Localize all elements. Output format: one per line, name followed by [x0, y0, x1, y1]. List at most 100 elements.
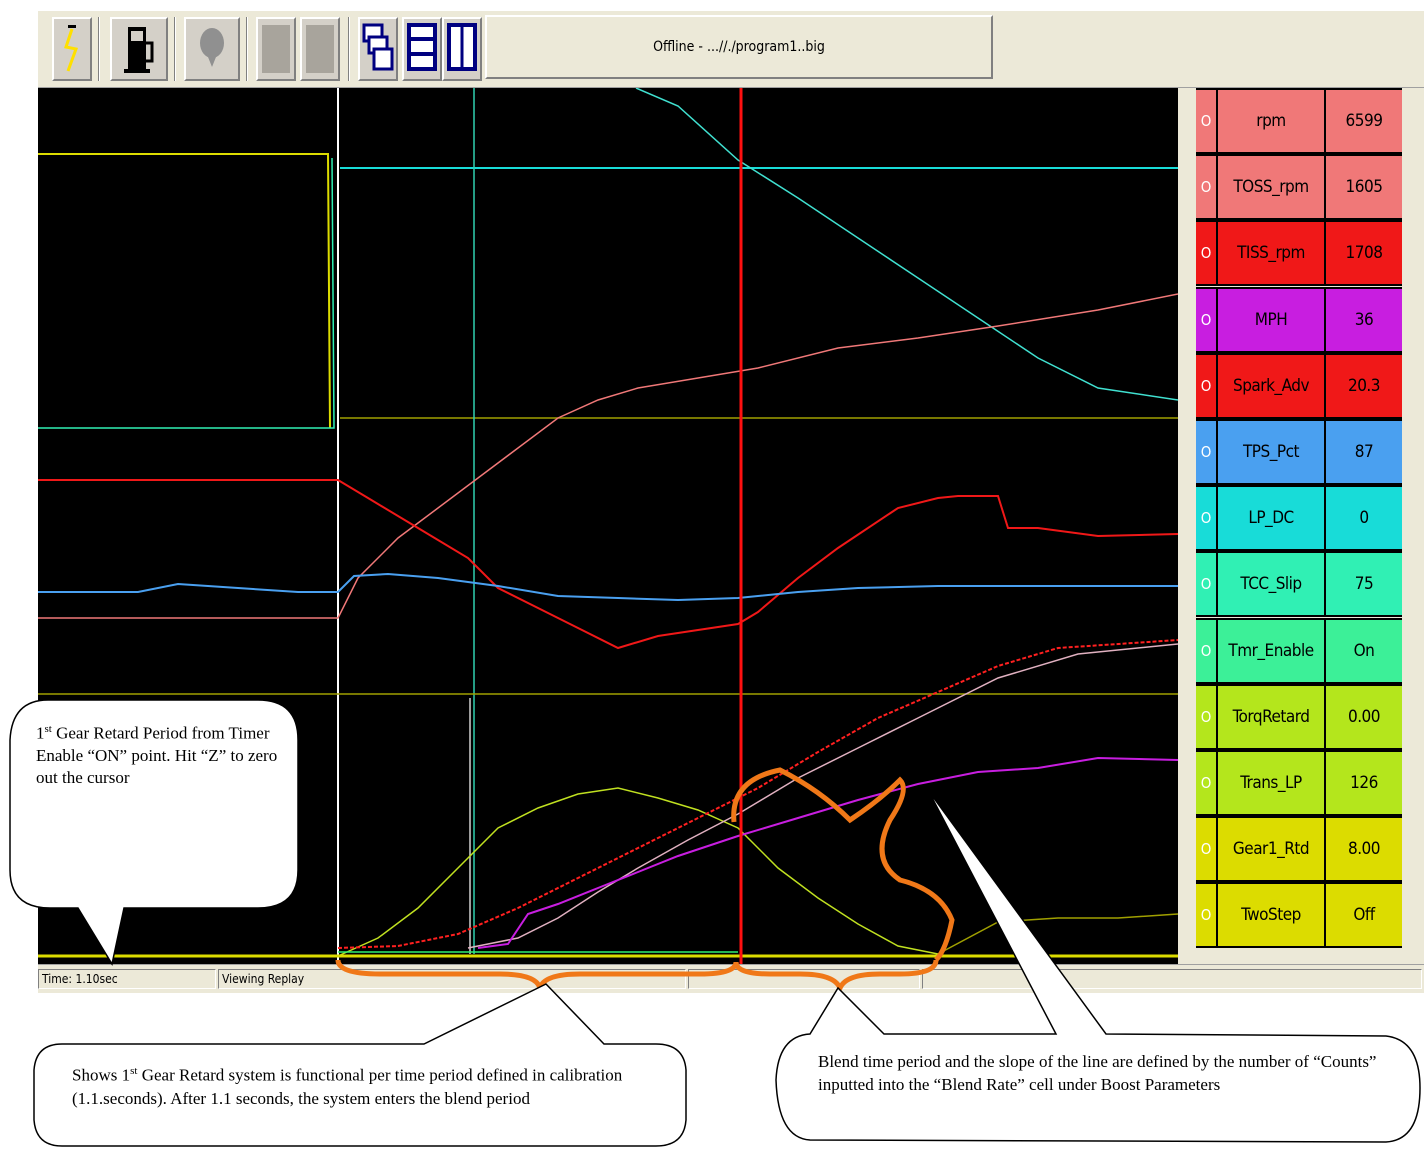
gauge-value: 1605 — [1345, 177, 1383, 198]
gauge-row[interactable]: O MPH 36 — [1196, 286, 1402, 353]
gauge-name: TorqRetard — [1218, 685, 1326, 748]
toolbar-separator — [98, 17, 100, 81]
status-bar: Time: 1.10sec Viewing Replay — [38, 964, 1424, 993]
tile-vertical-icon — [447, 23, 477, 71]
mode-readout: Viewing Replay — [218, 969, 686, 989]
gauge-row[interactable]: O TISS_rpm 1708 — [1196, 220, 1402, 287]
gauge-value: 6599 — [1345, 111, 1383, 131]
tile-vertical-button[interactable] — [442, 17, 482, 81]
gauge-enable-toggle[interactable]: O — [1196, 421, 1218, 483]
trace-gear1-rtd — [38, 153, 331, 429]
fuel-pump-button[interactable] — [110, 17, 168, 81]
trace-blend-line — [467, 643, 1178, 949]
blank-button-1[interactable] — [256, 17, 296, 81]
fuel-pump-icon — [124, 27, 154, 73]
brace-blend-period — [733, 959, 939, 995]
trace-rpm — [635, 88, 1178, 401]
gauge-row[interactable]: O TorqRetard 0.00 — [1196, 683, 1402, 750]
balloon-button[interactable] — [184, 17, 240, 81]
gauge-name: Trans_LP — [1218, 752, 1326, 814]
plot-canvas — [38, 88, 1178, 964]
gauge-enable-toggle[interactable]: O — [1196, 90, 1218, 152]
cascade-windows-button[interactable] — [358, 17, 398, 81]
trace-toss-rpm — [38, 293, 1178, 619]
lightning-button[interactable] — [52, 17, 92, 81]
lightning-icon — [64, 25, 79, 72]
gauge-enable-toggle[interactable]: O — [1196, 354, 1218, 417]
gauge-row[interactable]: O TwoStep Off — [1196, 882, 1402, 949]
gauge-name: Gear1_Rtd — [1218, 818, 1326, 881]
gauge-enable-toggle[interactable]: O — [1196, 156, 1218, 219]
gauge-value: Off — [1353, 905, 1375, 926]
gauge-value: 1708 — [1345, 243, 1383, 264]
trace-gear1-retard-curve — [337, 787, 939, 957]
gauge-name: MPH — [1218, 288, 1326, 351]
callout-text-retard: Shows 1st Gear Retard system is function… — [72, 1065, 623, 1108]
callout-text-blend: Blend time period and the slope of the l… — [818, 1052, 1377, 1094]
trace-tcc-slip-step — [38, 157, 335, 429]
trace-mph — [477, 756, 1178, 949]
gauge-name: LP_DC — [1218, 487, 1326, 550]
callout-bubble-blend — [775, 789, 1421, 1143]
gauge-enable-toggle[interactable]: O — [1196, 288, 1218, 351]
connection-status: Offline - ...//./program1..big — [485, 15, 993, 79]
gauge-value: 126 — [1350, 773, 1378, 793]
toolbar-separator — [348, 17, 350, 81]
gauge-value: 8.00 — [1347, 839, 1381, 860]
gauge-row[interactable]: O Trans_LP 126 — [1196, 750, 1402, 816]
gauge-enable-toggle[interactable]: O — [1196, 818, 1218, 881]
gauge-row[interactable]: O Spark_Adv 20.3 — [1196, 352, 1402, 419]
balloon-icon — [200, 28, 224, 67]
trace-spark-adv — [337, 639, 1178, 949]
trace-twostep — [937, 913, 1178, 955]
gauge-row[interactable]: O Gear1_Rtd 8.00 — [1196, 816, 1402, 883]
tile-horizontal-icon — [407, 23, 437, 71]
gauge-name: TISS_rpm — [1218, 222, 1326, 285]
gauge-name: Tmr_Enable — [1218, 619, 1326, 682]
tile-horizontal-button[interactable] — [402, 17, 442, 81]
gauge-row[interactable]: O TCC_Slip 75 — [1196, 551, 1402, 618]
status-cell-empty — [688, 969, 920, 989]
gauge-name: TwoStep — [1218, 884, 1326, 947]
gauge-name: TPS_Pct — [1218, 421, 1326, 483]
gauge-row[interactable]: O Tmr_Enable On — [1196, 617, 1402, 684]
gauge-enable-toggle[interactable]: O — [1196, 619, 1218, 682]
gauge-value: 20.3 — [1347, 375, 1381, 396]
status-cell-empty — [922, 969, 1422, 989]
gauge-enable-toggle[interactable]: O — [1196, 685, 1218, 748]
blank-button-icon — [306, 25, 334, 73]
cascade-windows-icon — [362, 23, 394, 71]
blank-button-icon — [262, 25, 290, 73]
callout-bubble-retard — [33, 983, 687, 1147]
brace-retard-period — [335, 959, 739, 998]
gauge-enable-toggle[interactable]: O — [1196, 884, 1218, 947]
callout-bubble-timer — [9, 699, 299, 967]
gauge-row[interactable]: O TOSS_rpm 1605 — [1196, 154, 1402, 221]
gauge-name: TCC_Slip — [1218, 553, 1326, 616]
time-readout: Time: 1.10sec — [38, 969, 216, 989]
gauge-enable-toggle[interactable]: O — [1196, 487, 1218, 550]
gauge-name: Spark_Adv — [1218, 354, 1326, 417]
gauge-row[interactable]: O TPS_Pct 87 — [1196, 419, 1402, 485]
trace-tiss-rpm — [38, 479, 1178, 650]
gauge-name: TOSS_rpm — [1218, 156, 1326, 219]
gauge-value: 0.00 — [1347, 706, 1381, 727]
gauge-value: On — [1353, 640, 1375, 661]
gauge-value: 75 — [1354, 574, 1374, 595]
gauge-value: 36 — [1354, 309, 1374, 330]
gauge-enable-toggle[interactable]: O — [1196, 222, 1218, 285]
gauge-value: 0 — [1359, 508, 1369, 529]
toolbar-separator — [246, 17, 248, 81]
gauge-enable-toggle[interactable]: O — [1196, 553, 1218, 616]
callout-text-timer: 1st Gear Retard Period from Timer Enable… — [36, 723, 278, 787]
gauge-enable-toggle[interactable]: O — [1196, 752, 1218, 814]
brace-blend-slope — [731, 767, 955, 962]
gauge-name: rpm — [1218, 90, 1326, 152]
toolbar-separator — [174, 17, 176, 81]
blank-button-2[interactable] — [300, 17, 340, 81]
gauge-row[interactable]: O LP_DC 0 — [1196, 485, 1402, 552]
